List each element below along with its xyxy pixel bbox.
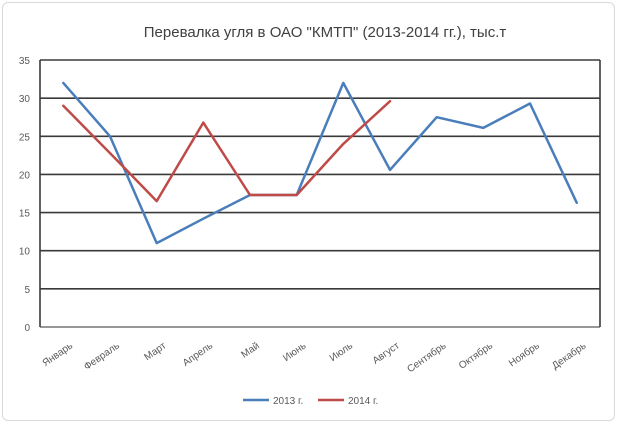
x-tick-label: Август <box>371 340 402 367</box>
y-axis-ticks: 0 5 10 15 20 25 30 35 <box>19 56 31 334</box>
x-tick-label: Март <box>142 340 168 363</box>
x-tick-label: Декабрь <box>550 340 589 372</box>
x-tick-label: Февраль <box>82 340 122 372</box>
chart-frame <box>2 2 615 421</box>
chart-title: Перевалка угля в ОАО "КМТП" (2013-2014 г… <box>144 24 507 41</box>
x-tick-label: Январь <box>41 340 75 369</box>
x-tick-label: Ноябрь <box>506 340 541 370</box>
gridlines <box>39 59 601 328</box>
x-tick-label: Май <box>239 340 261 360</box>
x-tick-label: Июнь <box>281 340 308 364</box>
x-tick-label: Апрель <box>181 340 215 368</box>
y-tick-label: 25 <box>19 132 31 143</box>
x-axis-ticks: Январь Февраль Март Апрель Май Июнь Июль Август… <box>41 340 589 376</box>
series-line-1 <box>62 81 578 245</box>
series-lines <box>62 81 578 245</box>
legend: 2013 г. 2014 г. <box>243 396 378 407</box>
legend-label: 2014 г. <box>348 396 378 407</box>
y-tick-label: 15 <box>19 209 31 220</box>
y-tick-label: 35 <box>19 56 31 67</box>
y-tick-label: 0 <box>24 323 30 334</box>
x-tick-label: Июль <box>328 340 355 364</box>
y-tick-label: 10 <box>19 247 31 258</box>
y-tick-label: 5 <box>24 285 30 296</box>
y-tick-label: 20 <box>19 170 31 181</box>
y-tick-label: 30 <box>19 94 31 105</box>
legend-label: 2013 г. <box>273 396 303 407</box>
x-tick-label: Сентябрь <box>405 340 449 376</box>
x-tick-label: Октябрь <box>456 340 495 372</box>
series-line-2 <box>62 99 392 203</box>
